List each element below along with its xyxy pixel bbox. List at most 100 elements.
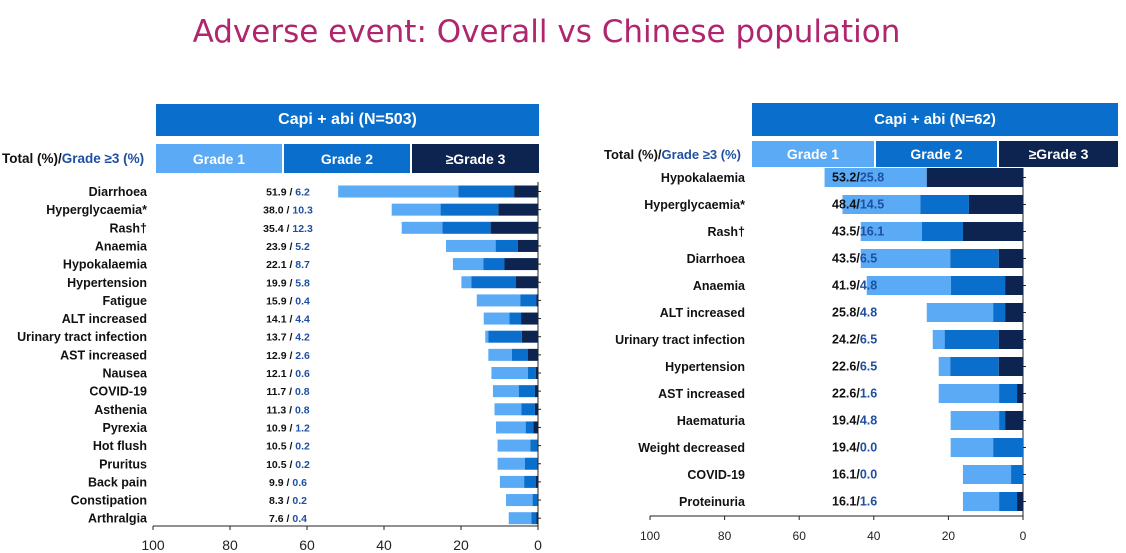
left-x-tick-label: 40	[376, 537, 392, 553]
left-row-value: 13.7 / 4.2	[266, 332, 310, 344]
right-bar-grade3	[998, 330, 1023, 349]
left-row-value: 7.6 / 0.4	[269, 513, 307, 525]
right-bar-grade1	[842, 195, 921, 214]
left-row-value-grade3: 0.8	[295, 404, 310, 416]
left-row-label: Pyrexia	[103, 421, 149, 435]
left-row-value-total: 11.7 /	[266, 386, 295, 398]
right-bar-grade3	[962, 222, 1023, 241]
left-row-value-grade3: 10.3	[292, 205, 313, 217]
left-row-value-grade3: 4.2	[295, 332, 310, 344]
left-bar-grade3	[533, 421, 538, 434]
left-row-value: 38.0 / 10.3	[263, 205, 313, 217]
right-row-value: 43.5/16.1	[832, 225, 884, 239]
right-row-label: Proteinuria	[679, 495, 746, 509]
right-bar-grade2	[999, 492, 1018, 511]
left-row-label: Hyperglycaemia*	[46, 203, 147, 217]
left-row-value: 15.9 / 0.4	[266, 295, 310, 307]
left-bar-grade3	[537, 494, 538, 507]
left-row-value-total: 10.5 /	[266, 441, 295, 453]
right-row-value-grade3: 4.8	[860, 414, 877, 428]
right-total-label-prefix: Total (%)/	[604, 146, 662, 162]
left-bar-grade2	[440, 203, 499, 216]
right-x-tick-label: 0	[1020, 529, 1027, 543]
left-bar-grade2	[442, 221, 491, 234]
right-bar-grade3	[998, 249, 1023, 268]
right-bar-grade2	[993, 438, 1023, 457]
left-bar-grade2	[524, 475, 536, 488]
left-grade2-header: Grade 2	[284, 144, 410, 173]
right-row-value-total: 25.8/	[832, 306, 860, 320]
left-total-label-prefix: Total (%)/	[2, 151, 62, 166]
left-row-label: Constipation	[71, 494, 147, 508]
right-row-value: 22.6/1.6	[832, 387, 877, 401]
left-row-label: ALT increased	[62, 312, 147, 326]
left-row-value-total: 38.0 /	[263, 205, 292, 217]
right-row-value-total: 24.2/	[832, 333, 860, 347]
left-row-value-grade3: 0.2	[295, 459, 310, 471]
right-row-label: AST increased	[658, 387, 745, 401]
left-row-value-grade3: 0.4	[295, 295, 310, 307]
left-row-value-total: 11.3 /	[266, 404, 295, 416]
left-row-value-grade3: 0.6	[292, 477, 307, 489]
right-total-label: Total (%)/Grade ≥3 (%)	[604, 141, 741, 167]
right-row-value-total: 43.5/	[832, 225, 860, 239]
left-row-label: Nausea	[103, 367, 149, 381]
right-row-value-total: 48.4/	[832, 198, 860, 212]
left-bar-grade3	[517, 239, 538, 252]
right-bar-grade1	[950, 438, 994, 457]
left-treatment-header: Capi + abi (N=503)	[156, 104, 539, 136]
right-x-tick-label: 40	[867, 529, 881, 543]
left-row-label: Hypokalaemia	[63, 258, 148, 272]
left-bar-grade3	[535, 367, 538, 379]
left-bar-grade3	[535, 475, 538, 488]
left-grade3-header: ≥Grade 3	[412, 144, 539, 173]
left-x-tick-label: 60	[299, 537, 315, 553]
left-row-value-total: 51.9 /	[266, 187, 295, 199]
left-bar-grade3	[514, 185, 538, 198]
left-bar-grade3	[521, 312, 538, 325]
left-row-value: 22.1 / 8.7	[266, 259, 310, 271]
right-bar-grade3	[1017, 384, 1023, 403]
right-row-value-grade3: 0.0	[860, 441, 877, 455]
right-bar-grade2	[993, 303, 1006, 322]
left-bar-grade3	[515, 276, 538, 289]
left-bar-grade2	[495, 239, 518, 252]
right-row-label: Rash†	[707, 225, 745, 239]
left-row-value-grade3: 5.2	[295, 241, 310, 253]
left-bar-grade3	[521, 330, 538, 343]
left-row-label: Hot flush	[93, 439, 147, 453]
left-bar-grade1	[338, 185, 459, 198]
left-row-label: Asthenia	[94, 403, 148, 417]
left-bar-grade3	[536, 294, 538, 307]
left-row-value-grade3: 1.2	[295, 422, 310, 434]
left-row-label: Rash†	[109, 221, 147, 235]
right-treatment-header: Capi + abi (N=62)	[752, 103, 1118, 136]
left-row-value: 9.9 / 0.6	[269, 477, 307, 489]
left-row-label: Fatigue	[103, 294, 147, 308]
left-bar-grade2	[509, 312, 522, 325]
left-row-value-grade3: 0.8	[295, 386, 310, 398]
left-bar-grade1	[485, 330, 489, 343]
left-bar-grade1	[497, 439, 531, 452]
left-bar-grade2	[524, 457, 538, 470]
left-row-value: 11.7 / 0.8	[266, 386, 309, 398]
left-bar-grade2	[483, 258, 505, 271]
left-bar-grade1	[401, 221, 443, 234]
right-row-value: 48.4/14.5	[832, 198, 884, 212]
left-grade1-header: Grade 1	[156, 144, 282, 173]
left-row-value-total: 7.6 /	[269, 513, 292, 525]
right-row-value-grade3: 14.5	[860, 198, 884, 212]
right-bar-grade2	[999, 411, 1006, 430]
right-row-value-grade3: 4.8	[860, 306, 877, 320]
right-row-value: 53.2/25.8	[832, 171, 884, 185]
left-row-label: Diarrhoea	[89, 185, 148, 199]
left-bar-grade1	[494, 403, 522, 416]
left-bar-grade2	[525, 421, 534, 434]
left-x-tick-label: 20	[453, 537, 469, 553]
right-row-label: Anaemia	[693, 279, 746, 293]
right-row-value-grade3: 6.5	[860, 252, 877, 266]
left-bar-grade2	[527, 367, 536, 379]
left-bar-grade2	[530, 439, 538, 452]
right-bar-grade2	[950, 357, 999, 376]
